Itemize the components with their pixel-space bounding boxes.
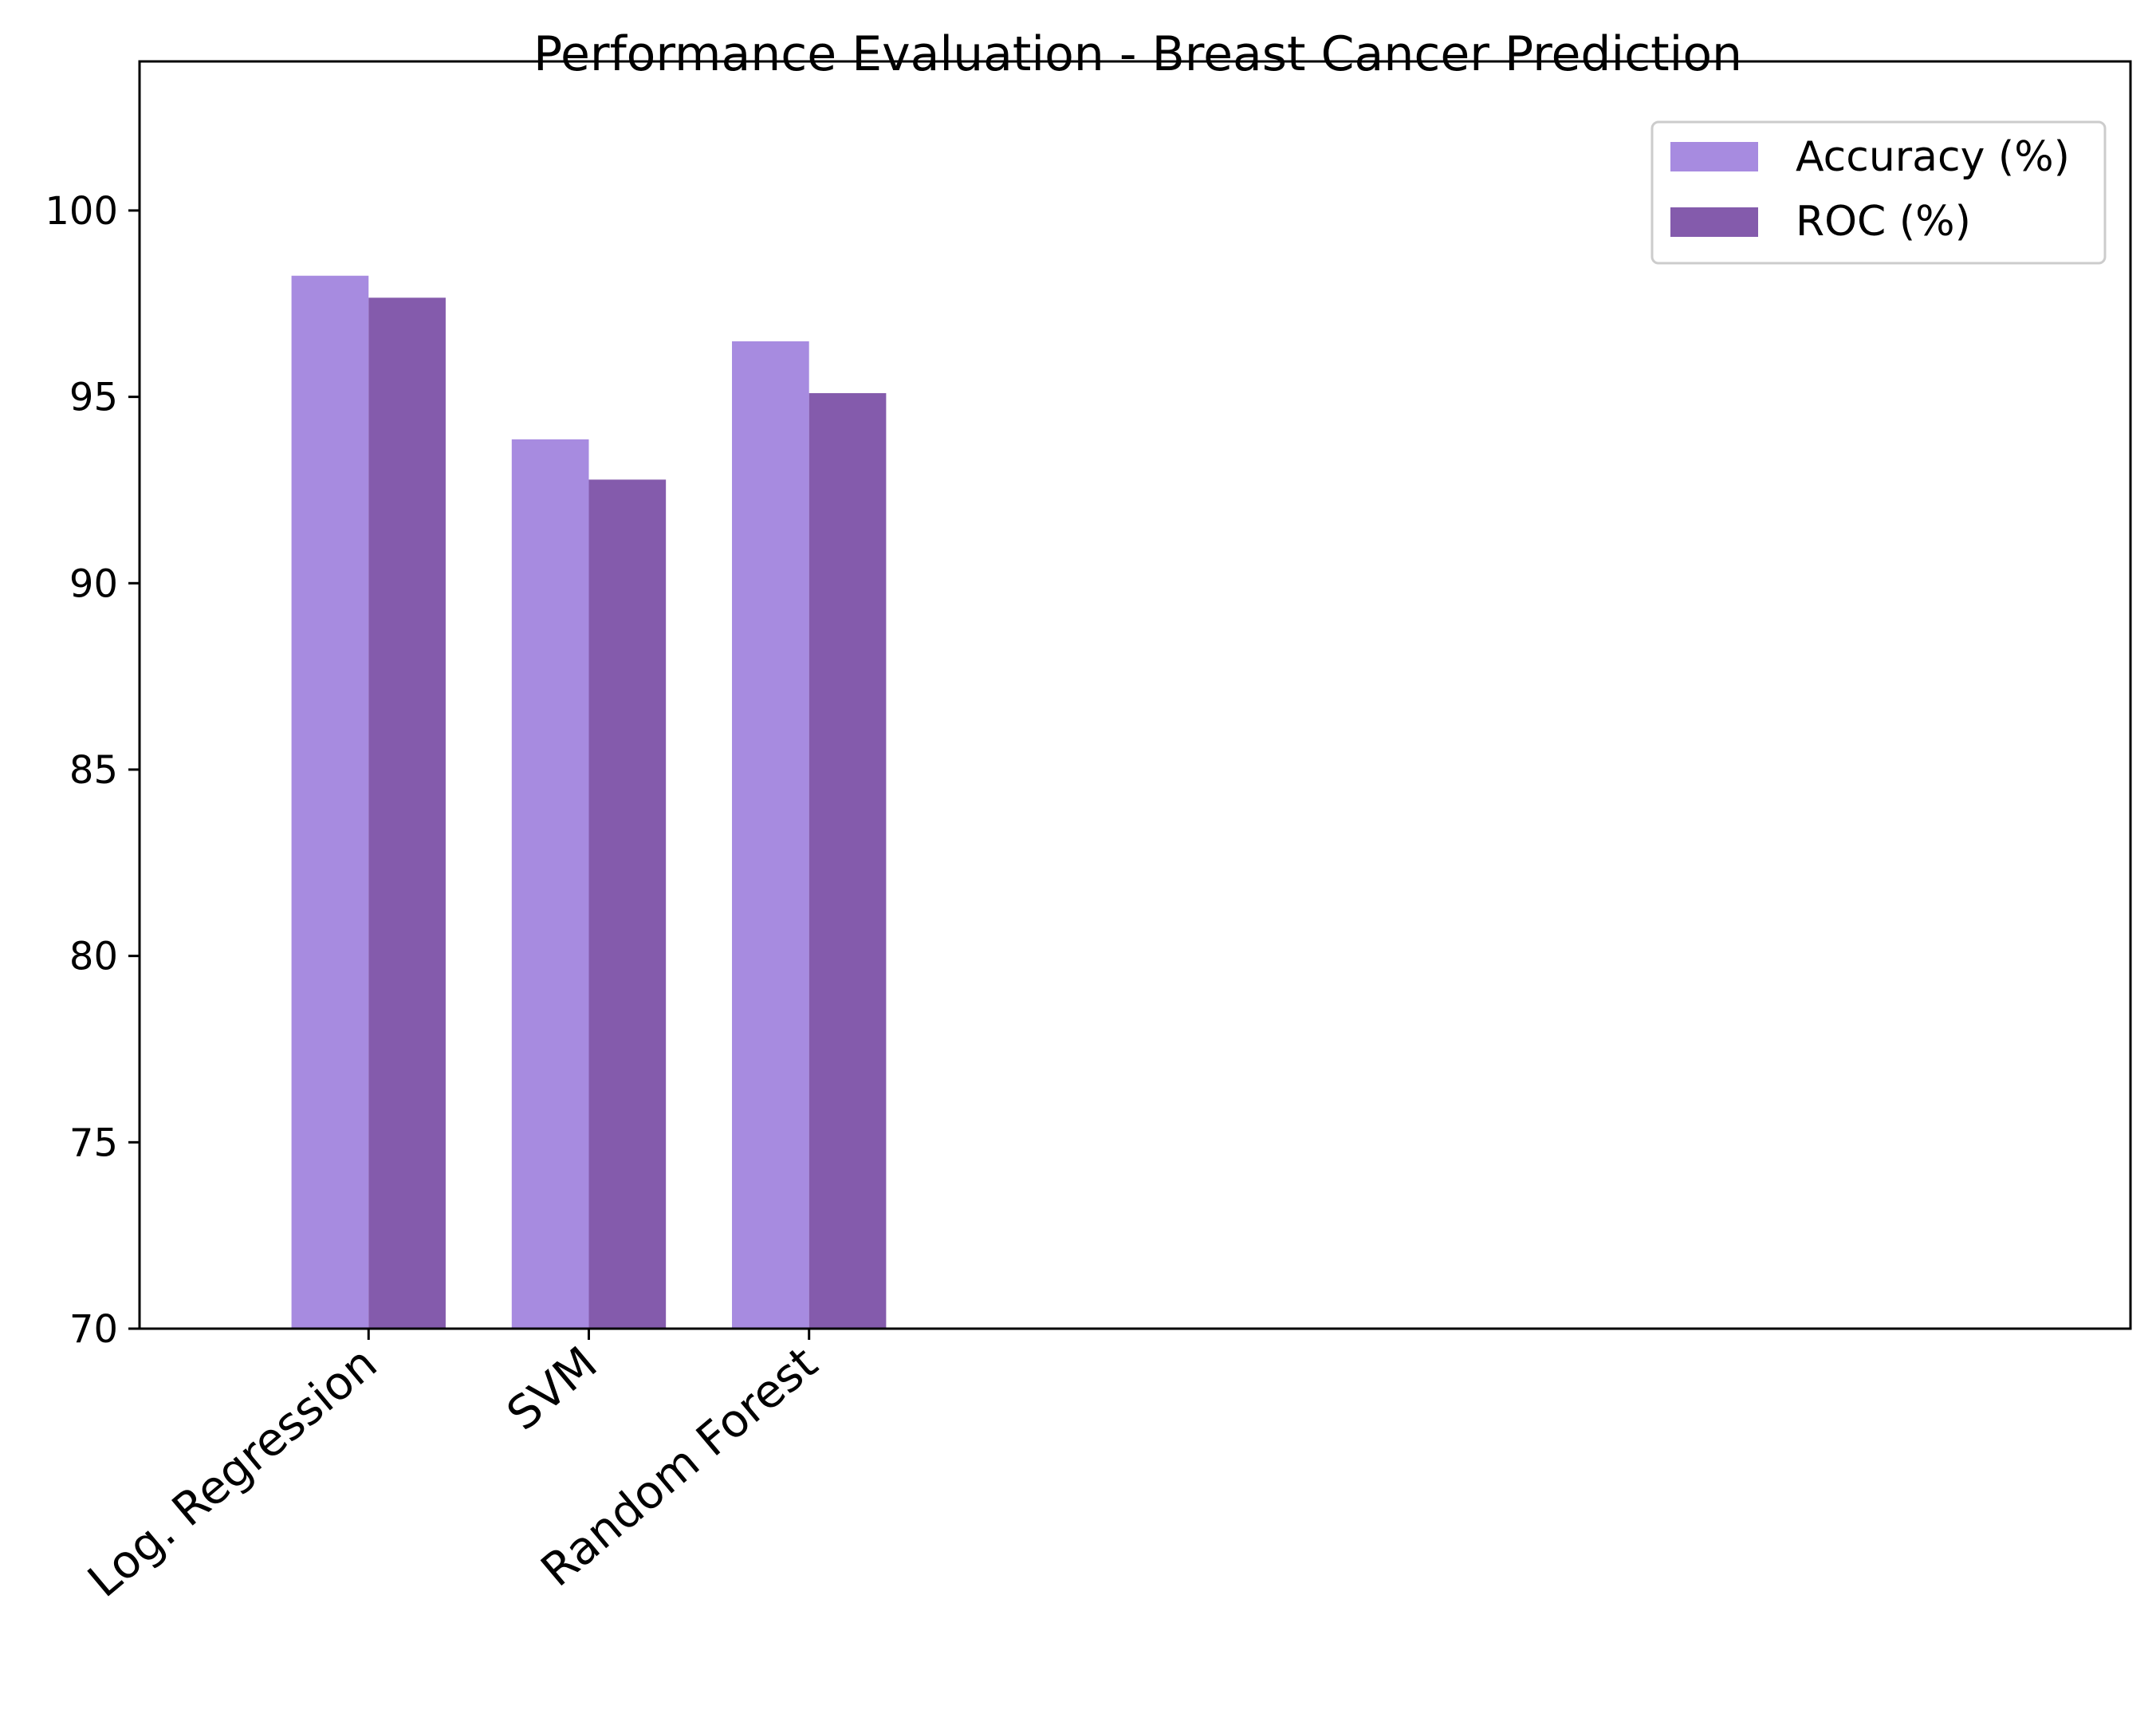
bars-group [291, 275, 887, 1329]
plot-frame [138, 60, 2132, 1330]
y-tick-label: 75 [69, 1121, 118, 1165]
chart-title: Performance Evaluation - Breast Cancer P… [533, 26, 1742, 82]
bar-accuracy-svm [511, 439, 589, 1329]
y-tick-label: 100 [45, 189, 118, 234]
y-tick-label: 90 [69, 561, 118, 606]
y-tick-label: 80 [69, 935, 118, 979]
y-tick-label: 95 [69, 376, 118, 420]
legend-label-accuracy: Accuracy (%) [1796, 133, 2070, 181]
bar-roc-svm [588, 479, 667, 1329]
y-tick-label: 70 [69, 1307, 118, 1352]
legend-box [1650, 120, 2107, 265]
legend: Accuracy (%) ROC (%) [1650, 120, 2107, 265]
bar-accuracy-log-regression [291, 275, 369, 1329]
legend-label-roc: ROC (%) [1796, 198, 1971, 246]
y-axis: 70 75 80 85 90 95 100 [45, 189, 140, 1352]
legend-swatch-accuracy [1670, 142, 1758, 171]
x-tick-label: SVM [498, 1337, 608, 1440]
bar-roc-random-forest [808, 392, 887, 1329]
bar-accuracy-random-forest [732, 341, 809, 1329]
bar-roc-log-regression [368, 297, 446, 1329]
y-tick-label: 85 [69, 748, 118, 793]
legend-swatch-roc [1670, 207, 1758, 237]
x-tick-label: Log. Regression [78, 1337, 387, 1608]
